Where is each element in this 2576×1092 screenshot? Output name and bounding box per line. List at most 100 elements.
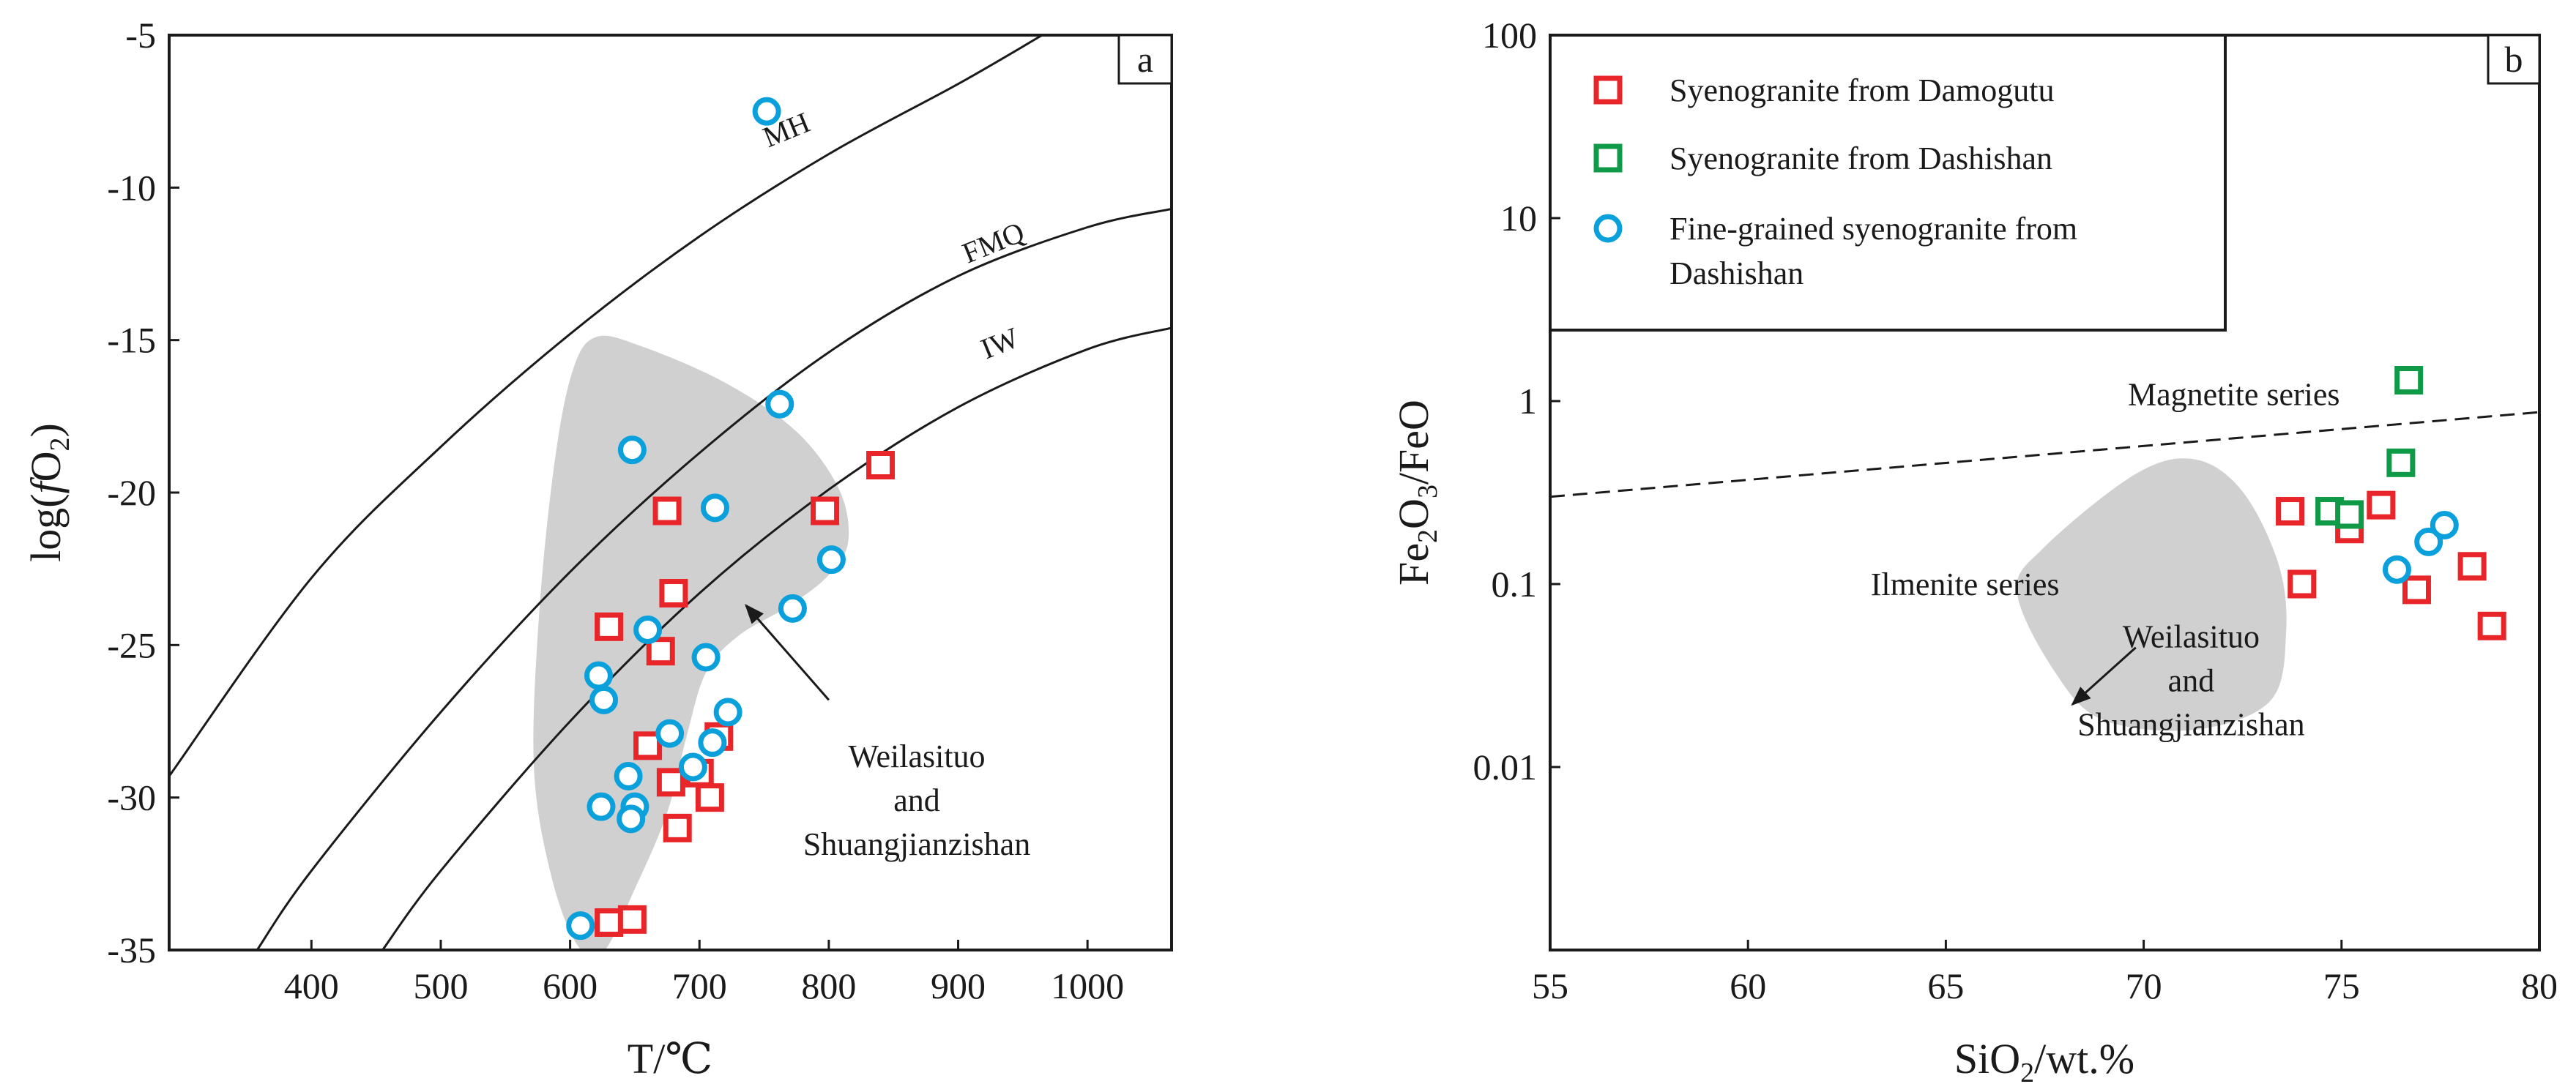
panel-a-point-fine-grained-syenogranite-from-dashishan-12: [698, 728, 727, 758]
panel-b-point-fine-grained-syenogranite-from-dashishan-2: [2430, 510, 2459, 539]
panel-b-point-syenogranite-from-damogutu-0: [2276, 497, 2305, 526]
panel-a-point-syenogranite-from-damogutu-5: [646, 637, 675, 666]
panel-b-point-syenogranite-from-dashishan-1: [2386, 448, 2416, 477]
panel-b-weilasituo-field: [2017, 458, 2287, 731]
legend-label-fine-grained-line-1: Fine-grained syenogranite from: [1669, 211, 2077, 247]
panel-a-y-tick-label: -15: [107, 320, 156, 361]
panel-a-ticks: 400 500 600 700 800 900 1000 -5 -10 -15 -20 -25 -30 -…: [107, 15, 1124, 1006]
panel-b-x-tick-label: 55: [1532, 965, 1568, 1006]
panel-a-tag-text: a: [1137, 39, 1153, 80]
panel-a-point-fine-grained-syenogranite-from-dashishan-5: [633, 616, 663, 644]
panel-a-point-fine-grained-syenogranite-from-dashishan-8: [584, 661, 613, 690]
panel-a-point-syenogranite-from-damogutu-8: [656, 768, 685, 797]
panel-a-field-annotation: Weilasituo and Shuangjianzishan: [745, 604, 1030, 862]
panel-b-y-tick-label: 100: [1482, 15, 1537, 56]
panel-a-point-fine-grained-syenogranite-from-dashishan-7: [691, 643, 721, 672]
panel-a-point-fine-grained-syenogranite-from-dashishan-3: [700, 493, 729, 523]
panel-a-point-syenogranite-from-damogutu-0: [866, 451, 896, 479]
panel-b-chart: Syenogranite from Damogutu Syenogranite …: [1390, 15, 2558, 1088]
panel-a-y-tick-label: -5: [125, 15, 156, 56]
panel-a-point-syenogranite-from-damogutu-11: [663, 813, 692, 842]
panel-b-field-layer: [2017, 458, 2287, 731]
panel-b-point-syenogranite-from-damogutu-3: [2367, 490, 2396, 520]
panel-b-point-fine-grained-syenogranite-from-dashishan-1: [2414, 527, 2443, 556]
panel-a-point-syenogranite-from-damogutu-12: [595, 908, 624, 937]
panel-a-point-fine-grained-syenogranite-from-dashishan-17: [617, 804, 646, 834]
panel-a-point-syenogranite-from-damogutu-2: [811, 496, 840, 526]
buffer-curve-mh: [169, 35, 1043, 777]
panel-b-field-label-line-1: Weilasituo: [2123, 619, 2260, 655]
panel-a-x-tick-label: 400: [284, 965, 339, 1006]
panel-a-point-fine-grained-syenogranite-from-dashishan-13: [678, 752, 707, 782]
panel-b-point-syenogranite-from-damogutu-1: [2287, 569, 2317, 599]
panel-a-point-syenogranite-from-damogutu-4: [595, 612, 624, 641]
panel-a-point-fine-grained-syenogranite-from-dashishan-0: [752, 97, 781, 126]
panel-b-y-tick-label: 10: [1500, 198, 1537, 239]
panel-b-x-tick-label: 80: [2521, 965, 2558, 1006]
panel-a-point-fine-grained-syenogranite-from-dashishan-18: [566, 911, 595, 940]
panel-a-y-tick-label: -35: [107, 930, 156, 971]
panel-a-x-tick-label: 1000: [1051, 965, 1124, 1006]
panel-a-point-fine-grained-syenogranite-from-dashishan-11: [713, 698, 742, 727]
panel-a-x-tick-label: 900: [931, 965, 986, 1006]
panel-a-point-fine-grained-syenogranite-from-dashishan-1: [765, 389, 794, 419]
panel-a-x-axis-label: T/℃: [628, 1035, 712, 1082]
panel-a-y-tick-label: -30: [107, 777, 156, 818]
panel-a-weilasituo-field: [533, 335, 849, 950]
panel-a-tag: a: [1117, 34, 1173, 85]
panel-a-point-fine-grained-syenogranite-from-dashishan-6: [778, 594, 807, 623]
panel-a-field-layer: [533, 335, 849, 950]
panel-b-point-fine-grained-syenogranite-from-dashishan-0: [2382, 555, 2411, 584]
panel-a-point-fine-grained-syenogranite-from-dashishan-4: [816, 545, 846, 575]
panel-a-field-label-line-3: Shuangjianzishan: [803, 826, 1030, 862]
panel-a-x-tick-label: 500: [413, 965, 468, 1006]
legend-marker-0: [1593, 75, 1623, 105]
panel-b-field-arrow: [2071, 646, 2137, 706]
panel-a-y-tick-label: -10: [107, 167, 156, 208]
panel-b-x-tick-label: 60: [1730, 965, 1766, 1006]
panel-a-y-tick-label: -25: [107, 624, 156, 665]
legend-label-dashishan: Syenogranite from Dashishan: [1669, 141, 2052, 176]
panel-a-point-fine-grained-syenogranite-from-dashishan-2: [617, 435, 647, 465]
panel-a-point-syenogranite-from-damogutu-1: [652, 496, 682, 526]
ilmenite-series-label: Ilmenite series: [1871, 566, 2060, 602]
panel-b-y-axis-label: Fe2O3/FeO: [1390, 400, 1443, 586]
panel-b-legend-box: [1549, 34, 2227, 332]
panel-a-point-fine-grained-syenogranite-from-dashishan-16: [587, 792, 616, 821]
panel-a-x-tick-label: 700: [672, 965, 727, 1006]
panel-a-point-syenogranite-from-damogutu-3: [659, 579, 688, 607]
panel-b-frame: [1549, 34, 2541, 951]
panel-a-point-fine-grained-syenogranite-from-dashishan-14: [614, 762, 643, 790]
panel-a-field-label-line-2: and: [893, 782, 940, 818]
panel-b-point-syenogranite-from-damogutu-4: [2402, 575, 2431, 605]
magnetite-series-label: Magnetite series: [2128, 377, 2340, 413]
panel-b-legend-items: [1593, 75, 1623, 243]
panel-a-point-syenogranite-from-damogutu-10: [695, 783, 724, 812]
panel-b-x-tick-label: 75: [2323, 965, 2360, 1006]
panel-a-point-syenogranite-from-damogutu-6: [633, 731, 663, 760]
panel-b-y-tick-label: 0.1: [1492, 564, 1538, 605]
panel-b-legend: Syenogranite from Damogutu Syenogranite …: [1549, 34, 2227, 332]
panel-b-x-tick-label: 65: [1927, 965, 1964, 1006]
panel-a-x-tick-label: 600: [543, 965, 598, 1006]
panel-b-series-boundary-line: [1550, 411, 2539, 498]
panel-a-y-tick-label: -20: [107, 472, 156, 513]
panel-b-point-syenogranite-from-dashishan-3: [2335, 500, 2364, 529]
panel-a-curve-layer: [169, 35, 1172, 950]
legend-marker-1: [1593, 143, 1623, 173]
panel-b-ticks: 55 60 65 70 75 80 100 10 1 0.1 0.01: [1473, 15, 2558, 1006]
panel-a-y-axis-label: log(fO2): [22, 423, 75, 562]
panel-a-point-fine-grained-syenogranite-from-dashishan-9: [589, 685, 619, 714]
panel-b-x-axis-label: SiO2/wt.%: [1954, 1035, 2134, 1088]
buffer-curve-iw: [381, 326, 1172, 950]
panel-b-field-label-line-3: Shuangjianzishan: [2077, 707, 2304, 743]
panel-a-field-label-line-1: Weilasituo: [848, 738, 985, 774]
panel-a-point-layer: [566, 97, 896, 940]
panel-a-point-fine-grained-syenogranite-from-dashishan-10: [655, 719, 685, 748]
legend-label-damogutu: Syenogranite from Damogutu: [1669, 72, 2054, 108]
legend-marker-2: [1593, 214, 1623, 243]
panel-a-x-tick-label: 800: [801, 965, 856, 1006]
legend-label-fine-grained-line-2: Dashishan: [1669, 255, 1803, 291]
